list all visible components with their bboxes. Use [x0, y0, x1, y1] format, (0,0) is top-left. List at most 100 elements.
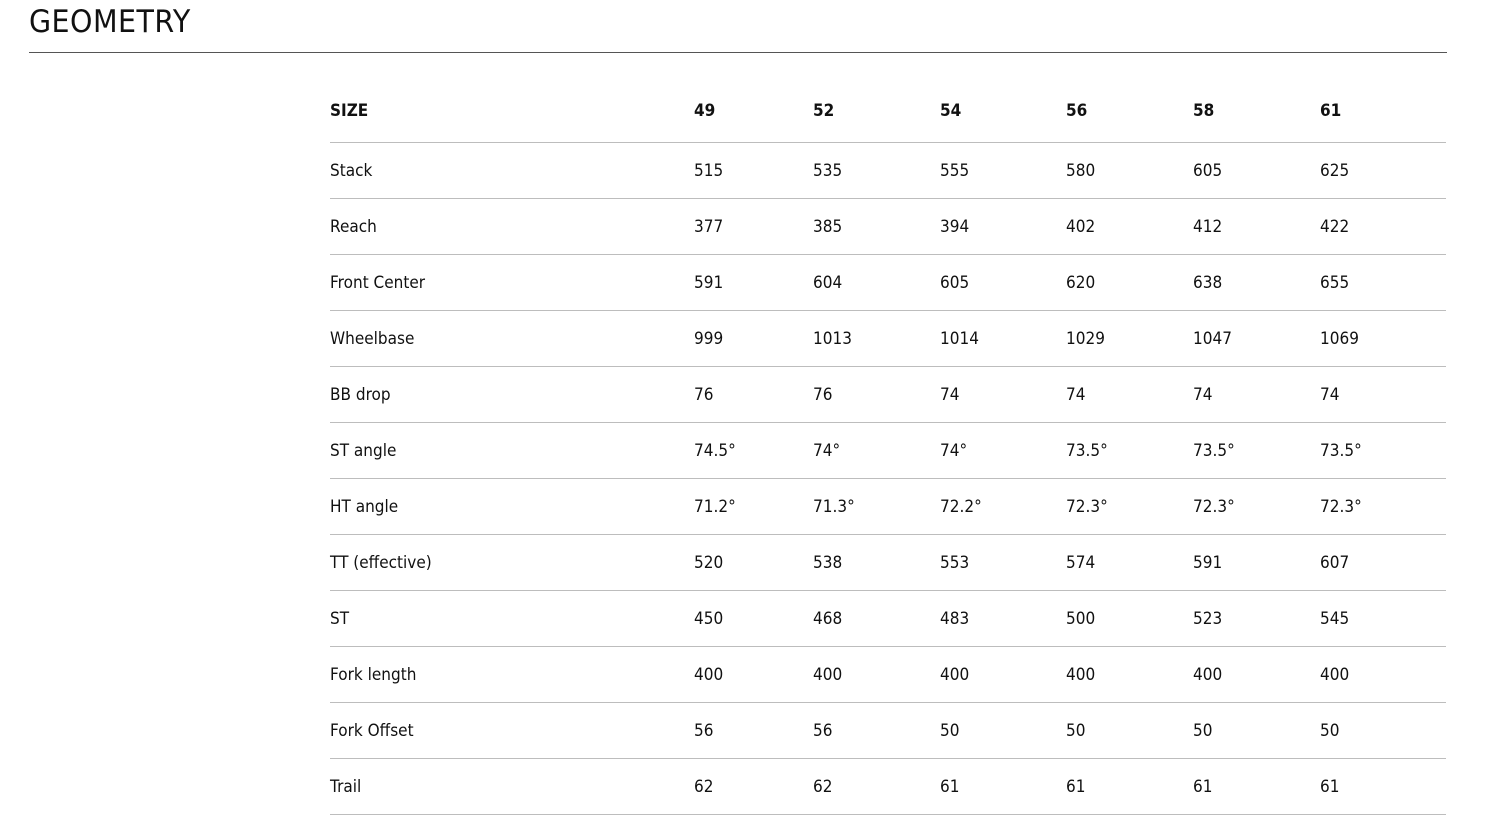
- cell-value: 377: [694, 216, 724, 237]
- cell-value: 74.5°: [694, 440, 736, 461]
- cell-value: 62: [813, 776, 833, 797]
- cell-value: 50: [1193, 720, 1213, 741]
- table-cell: 56: [694, 703, 813, 759]
- table-row: Wheelbase 999 1013 1014 1029 1047 1069: [330, 311, 1446, 367]
- table-row: Front Center 591 604 605 620 638 655: [330, 255, 1446, 311]
- cell-value: 71.3°: [813, 496, 855, 517]
- row-label: Fork Offset: [330, 703, 694, 759]
- table-row: ST angle 74.5° 74° 74° 73.5° 73.5° 73.5°: [330, 423, 1446, 479]
- cell-value: 74: [1066, 384, 1086, 405]
- cell-value: 545: [1320, 608, 1350, 629]
- cell-value: 56: [694, 720, 714, 741]
- row-label-text: Trail: [330, 776, 362, 797]
- row-label: Front Center: [330, 255, 694, 311]
- cell-value: 394: [940, 216, 970, 237]
- table-cell: 71.3°: [813, 479, 940, 535]
- cell-value: 400: [694, 664, 724, 685]
- cell-value: 523: [1193, 608, 1223, 629]
- cell-value: 1013: [813, 328, 852, 349]
- cell-value: 76: [694, 384, 714, 405]
- cell-value: 625: [1320, 160, 1350, 181]
- table-cell: 74.5°: [694, 423, 813, 479]
- section-title: GEOMETRY: [29, 4, 191, 40]
- cell-value: 72.3°: [1193, 496, 1235, 517]
- table-row: Stack 515 535 555 580 605 625: [330, 143, 1446, 199]
- table-cell: 385: [813, 199, 940, 255]
- cell-value: 483: [940, 608, 970, 629]
- cell-value: 1014: [940, 328, 979, 349]
- table-cell: 74°: [940, 423, 1066, 479]
- table-cell: 72.2°: [940, 479, 1066, 535]
- header-text: 61: [1320, 101, 1342, 121]
- cell-value: 607: [1320, 552, 1350, 573]
- table-cell: 73.5°: [1066, 423, 1193, 479]
- table-cell: 61: [1066, 759, 1193, 815]
- cell-value: 605: [940, 272, 970, 293]
- cell-value: 605: [1193, 160, 1223, 181]
- table-cell: 72.3°: [1320, 479, 1446, 535]
- table-cell: 76: [694, 367, 813, 423]
- row-label-text: Stack: [330, 160, 373, 181]
- table-cell: 620: [1066, 255, 1193, 311]
- table-cell: 377: [694, 199, 813, 255]
- cell-value: 412: [1193, 216, 1223, 237]
- table-cell: 591: [694, 255, 813, 311]
- table-cell: 555: [940, 143, 1066, 199]
- row-label: Wheelbase: [330, 311, 694, 367]
- cell-value: 515: [694, 160, 724, 181]
- table-cell: 535: [813, 143, 940, 199]
- cell-value: 638: [1193, 272, 1223, 293]
- table-row: Trail 62 62 61 61 61 61: [330, 759, 1446, 815]
- row-label: Stack: [330, 143, 694, 199]
- table-cell: 400: [940, 647, 1066, 703]
- cell-value: 604: [813, 272, 843, 293]
- header-text: 49: [694, 101, 716, 121]
- table-row: BB drop 76 76 74 74 74 74: [330, 367, 1446, 423]
- title-divider: [29, 52, 1447, 53]
- table-cell: 74°: [813, 423, 940, 479]
- cell-value: 1029: [1066, 328, 1105, 349]
- table-cell: 655: [1320, 255, 1446, 311]
- table-cell: 500: [1066, 591, 1193, 647]
- row-label-text: BB drop: [330, 384, 391, 405]
- row-label: Fork length: [330, 647, 694, 703]
- cell-value: 402: [1066, 216, 1096, 237]
- table-cell: 604: [813, 255, 940, 311]
- cell-value: 56: [813, 720, 833, 741]
- size-column-header: 56: [1066, 80, 1193, 143]
- cell-value: 76: [813, 384, 833, 405]
- header-text: 54: [940, 101, 962, 121]
- cell-value: 400: [940, 664, 970, 685]
- cell-value: 553: [940, 552, 970, 573]
- table-cell: 605: [1193, 143, 1320, 199]
- table-cell: 545: [1320, 591, 1446, 647]
- header-text: 56: [1066, 101, 1088, 121]
- row-label: TT (effective): [330, 535, 694, 591]
- cell-value: 385: [813, 216, 843, 237]
- cell-value: 62: [694, 776, 714, 797]
- row-label-text: Fork Offset: [330, 720, 414, 741]
- table-cell: 483: [940, 591, 1066, 647]
- table-cell: 62: [813, 759, 940, 815]
- size-column-header: 58: [1193, 80, 1320, 143]
- row-label-text: HT angle: [330, 496, 399, 517]
- cell-value: 400: [813, 664, 843, 685]
- table-cell: 61: [940, 759, 1066, 815]
- table-cell: 71.2°: [694, 479, 813, 535]
- table-cell: 400: [1320, 647, 1446, 703]
- cell-value: 61: [940, 776, 960, 797]
- table-cell: 1013: [813, 311, 940, 367]
- size-column-header: 52: [813, 80, 940, 143]
- table-cell: 74: [940, 367, 1066, 423]
- header-text: SIZE: [330, 101, 369, 121]
- geometry-table: SIZE 49 52 54 56 58 61 Stack 515 535 555 580 605 625…: [330, 80, 1446, 815]
- cell-value: 74: [1193, 384, 1213, 405]
- row-label: HT angle: [330, 479, 694, 535]
- table-cell: 76: [813, 367, 940, 423]
- table-cell: 50: [940, 703, 1066, 759]
- table-cell: 523: [1193, 591, 1320, 647]
- table-cell: 72.3°: [1193, 479, 1320, 535]
- cell-value: 520: [694, 552, 724, 573]
- table-cell: 62: [694, 759, 813, 815]
- table-cell: 1014: [940, 311, 1066, 367]
